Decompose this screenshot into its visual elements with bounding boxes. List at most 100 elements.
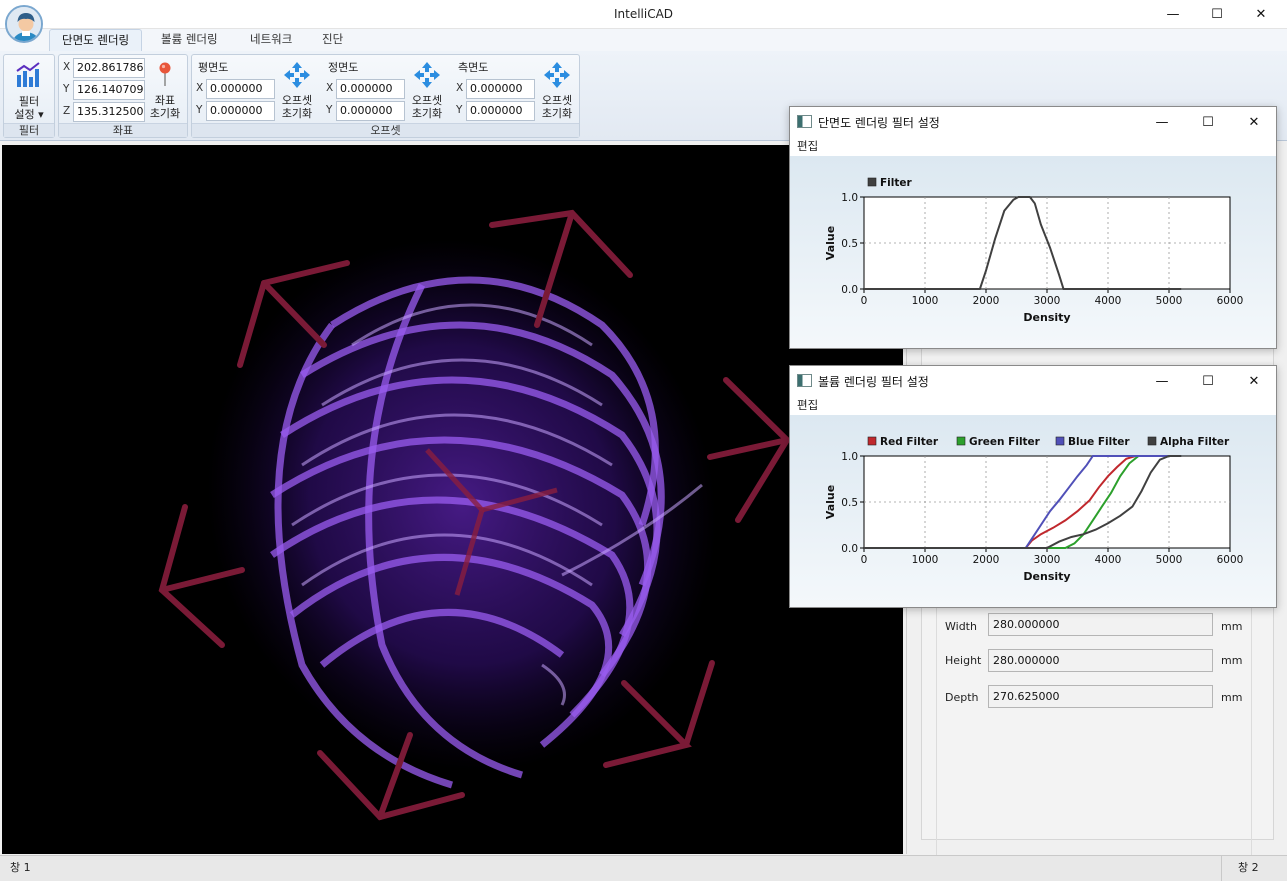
legend-swatch xyxy=(956,436,966,446)
front-view-label: 정면도 xyxy=(328,61,359,74)
front-view-y-input[interactable]: 0.000000 xyxy=(336,101,405,121)
window-title: IntelliCAD xyxy=(613,7,674,21)
tab-slice-rendering[interactable]: 단면도 렌더링 xyxy=(49,29,143,51)
volume-filter-chart[interactable]: 0 1000 2000 3000 4000 5000 6000 0.0 0.5 1.0 Densit… xyxy=(790,415,1276,607)
top-view-x-input[interactable]: 0.000000 xyxy=(206,79,275,99)
status-window-2[interactable]: 창 2 xyxy=(1238,861,1259,874)
chart-settings-icon xyxy=(16,62,40,87)
coord-z-input[interactable]: 135.312500 xyxy=(73,102,145,122)
side-view-x-input[interactable]: 0.000000 xyxy=(466,79,535,99)
volume-filter-titlebar[interactable]: 볼륨 렌더링 필터 설정 — ☐ ✕ xyxy=(790,366,1276,396)
y-tick-label: 0.5 xyxy=(841,238,858,250)
side-view-reset-label-2: 초기화 xyxy=(541,107,573,120)
volume-render-viewport[interactable] xyxy=(2,145,903,854)
front-view-x-input[interactable]: 0.000000 xyxy=(336,79,405,99)
side-view-y-input[interactable]: 0.000000 xyxy=(466,101,535,121)
tab-volume-rendering[interactable]: 볼륨 렌더링 xyxy=(161,32,218,46)
filter-settings-button[interactable]: 필터 설정 ▾ xyxy=(6,57,52,121)
depth-input[interactable]: 270.625000 xyxy=(988,685,1213,708)
y-tick-label: 0.0 xyxy=(841,284,858,296)
legend-swatch xyxy=(1055,436,1065,446)
window-icon xyxy=(797,115,812,128)
app-logo-avatar[interactable] xyxy=(5,5,43,43)
slice-filter-title: 단면도 렌더링 필터 설정 xyxy=(818,116,940,130)
volume-filter-menu-edit[interactable]: 편집 xyxy=(790,396,1276,415)
coord-z-row: Z 135.312500 xyxy=(63,102,145,122)
coord-reset-label-2: 초기화 xyxy=(149,107,181,120)
status-window-1[interactable]: 창 1 xyxy=(0,856,1222,881)
y-tick-label: 1.0 xyxy=(841,192,858,204)
volume-filter-chart-area: 0 1000 2000 3000 4000 5000 6000 0.0 0.5 1.0 Densit… xyxy=(790,415,1276,607)
front-view-offset-reset-button[interactable]: 오프셋 초기화 xyxy=(406,57,448,121)
offset-group-label: 오프셋 xyxy=(192,123,579,137)
status-bar: 창 1 창 2 xyxy=(0,855,1287,881)
y-axis-label: Value xyxy=(824,226,837,260)
slice-filter-chart[interactable]: 0 1000 2000 3000 4000 5000 6000 0.0 0.5 1.0 Densit… xyxy=(790,156,1276,348)
series-line-blue-filter xyxy=(864,455,1182,549)
offset-group: 평면도 X 0.000000 Y 0.000000 오프셋 초기화 정면도 xyxy=(191,54,580,138)
series-line-red-filter xyxy=(864,455,1182,549)
coord-reset-button[interactable]: 좌표 초기화 xyxy=(145,57,185,121)
y-tick-label: 1.0 xyxy=(841,451,858,463)
side-view-y-row: Y 0.000000 xyxy=(456,101,536,121)
height-label: Height xyxy=(945,654,982,667)
filter-settings-label-2: 설정 ▾ xyxy=(14,108,44,121)
top-view-reset-label-1: 오프셋 xyxy=(281,94,313,107)
side-view-x-label: X xyxy=(456,82,464,94)
side-view-x-row: X 0.000000 xyxy=(456,79,536,99)
legend-label: Blue Filter xyxy=(1068,436,1130,448)
move-arrows-icon xyxy=(284,62,310,88)
slice-filter-maximize-button[interactable]: ☐ xyxy=(1202,114,1214,130)
volume-filter-minimize-button[interactable]: — xyxy=(1155,373,1169,389)
volume-filter-close-button[interactable]: ✕ xyxy=(1248,373,1260,389)
height-unit: mm xyxy=(1221,654,1243,667)
x-axis-label: Density xyxy=(1023,311,1070,324)
slice-filter-titlebar[interactable]: 단면도 렌더링 필터 설정 — ☐ ✕ xyxy=(790,107,1276,137)
x-tick-label: 2000 xyxy=(973,295,1000,307)
x-axis-label: Density xyxy=(1023,570,1070,583)
x-tick-label: 6000 xyxy=(1217,554,1244,566)
slice-filter-minimize-button[interactable]: — xyxy=(1155,114,1169,130)
x-tick-label: 0 xyxy=(861,295,868,307)
coord-z-label: Z xyxy=(63,105,71,117)
top-view-y-input[interactable]: 0.000000 xyxy=(206,101,275,121)
top-view-y-label: Y xyxy=(196,104,203,116)
coord-x-input[interactable]: 202.861786 xyxy=(73,58,145,78)
legend-swatch xyxy=(1147,436,1157,446)
legend-label: Red Filter xyxy=(880,436,939,448)
slice-filter-menu-edit[interactable]: 편집 xyxy=(790,137,1276,156)
width-unit: mm xyxy=(1221,620,1243,633)
filter-group-label: 필터 xyxy=(4,123,54,137)
coord-reset-label-1: 좌표 xyxy=(154,94,176,107)
coord-x-row: X 202.861786 xyxy=(63,58,145,78)
top-view-offset-reset-button[interactable]: 오프셋 초기화 xyxy=(276,57,318,121)
side-view-offset-reset-button[interactable]: 오프셋 초기화 xyxy=(536,57,578,121)
coord-y-label: Y xyxy=(63,83,70,95)
x-tick-label: 5000 xyxy=(1156,295,1183,307)
depth-unit: mm xyxy=(1221,691,1243,704)
maximize-button[interactable]: ☐ xyxy=(1211,7,1223,22)
width-input[interactable]: 280.000000 xyxy=(988,613,1213,636)
x-tick-label: 4000 xyxy=(1095,554,1122,566)
slice-filter-close-button[interactable]: ✕ xyxy=(1248,114,1260,130)
front-view-reset-label-2: 초기화 xyxy=(411,107,443,120)
volume-filter-maximize-button[interactable]: ☐ xyxy=(1202,373,1214,389)
height-input[interactable]: 280.000000 xyxy=(988,649,1213,672)
coordinate-group-label: 좌표 xyxy=(59,123,187,137)
top-view-reset-label-2: 초기화 xyxy=(281,107,313,120)
y-axis-label: Value xyxy=(824,485,837,519)
y-tick-label: 0.5 xyxy=(841,497,858,509)
series-line-green-filter xyxy=(864,455,1182,549)
top-view-x-row: X 0.000000 xyxy=(196,79,276,99)
minimize-button[interactable]: — xyxy=(1166,7,1180,22)
close-button[interactable]: ✕ xyxy=(1255,7,1267,22)
tab-network[interactable]: 네트워크 xyxy=(250,32,293,46)
slice-filter-dialog: 단면도 렌더링 필터 설정 — ☐ ✕ 편집 0 1000 2000 3000 4000… xyxy=(789,106,1277,349)
tab-diagnosis[interactable]: 진단 xyxy=(322,32,344,46)
top-view-y-row: Y 0.000000 xyxy=(196,101,276,121)
coord-x-label: X xyxy=(63,61,71,73)
volume-filter-title: 볼륨 렌더링 필터 설정 xyxy=(818,375,929,389)
front-view-y-row: Y 0.000000 xyxy=(326,101,406,121)
coord-y-input[interactable]: 126.140709 xyxy=(73,80,145,100)
y-tick-label: 0.0 xyxy=(841,543,858,555)
